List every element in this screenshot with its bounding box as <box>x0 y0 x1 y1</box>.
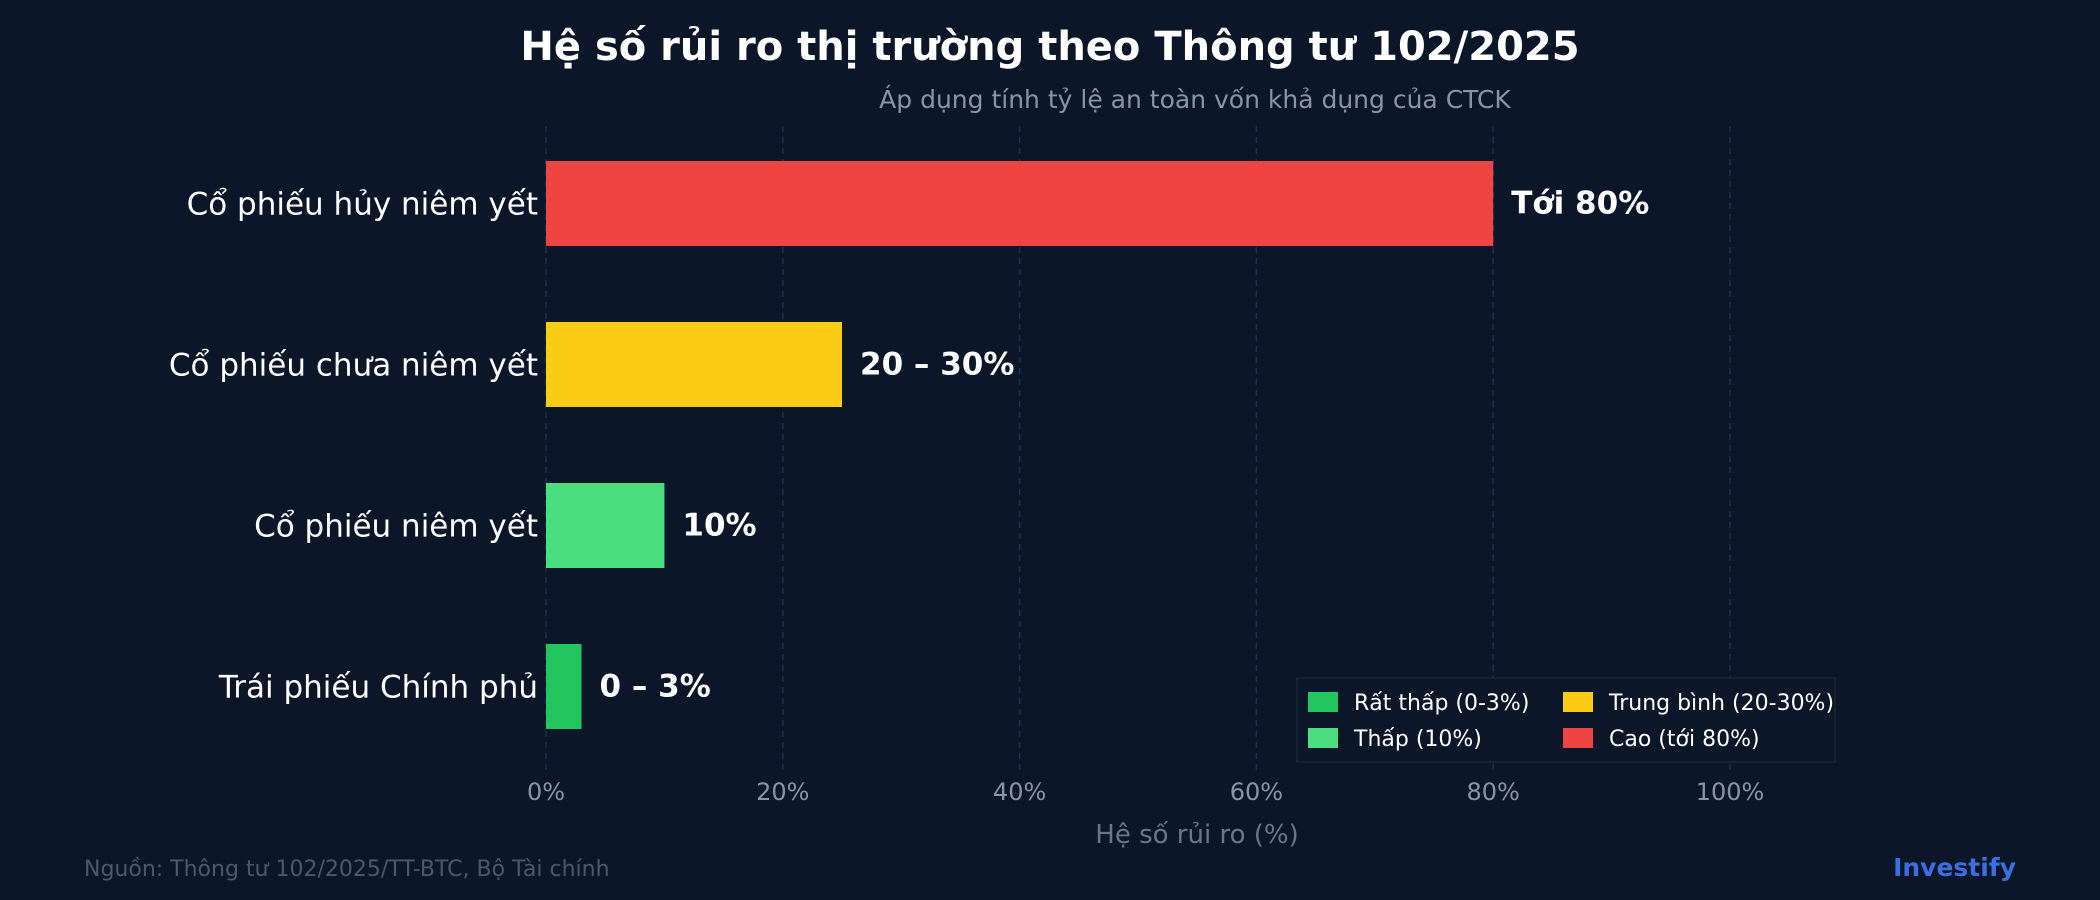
bar <box>546 483 665 568</box>
x-axis-ticks: 0% 20% 40% 60% 80% 100% <box>527 778 1764 806</box>
legend-item: Cao (tới 80%) <box>1563 727 1760 752</box>
legend: Rất thấp (0-3%) Thấp (10%) Trung bình (20-… <box>1296 677 1836 763</box>
category-label: Cổ phiếu chưa niêm yết <box>169 348 538 384</box>
value-label: 20 – 30% <box>860 347 1014 383</box>
legend-swatch <box>1563 692 1593 712</box>
legend-swatch <box>1308 728 1338 748</box>
legend-item: Rất thấp (0-3%) <box>1308 691 1529 716</box>
legend-item: Trung bình (20-30%) <box>1563 691 1834 716</box>
brand-logo: Investify <box>1893 853 2016 882</box>
x-tick-label: 20% <box>756 778 809 806</box>
value-label: 10% <box>682 508 756 544</box>
bar <box>546 161 1494 246</box>
legend-swatch <box>1308 692 1338 712</box>
x-tick-label: 80% <box>1467 778 1520 806</box>
x-tick-label: 0% <box>527 778 565 806</box>
bar <box>546 644 582 729</box>
category-label: Cổ phiếu niêm yết <box>254 509 538 545</box>
value-labels: Tới 80% 20 – 30% 10% 0 – 3% <box>600 186 1650 705</box>
category-label: Trái phiếu Chính phủ <box>218 670 538 706</box>
category-labels: Cổ phiếu hủy niêm yết Cổ phiếu chưa niêm … <box>169 187 538 706</box>
chart-title: Hệ số rủi ro thị trường theo Thông tư 10… <box>520 24 1579 70</box>
bar <box>546 322 842 407</box>
source-note: Nguồn: Thông tư 102/2025/TT-BTC, Bộ Tài … <box>84 857 610 882</box>
x-axis-label: Hệ số rủi ro (%) <box>1095 820 1298 850</box>
bars <box>546 161 1494 729</box>
legend-swatch <box>1563 728 1593 748</box>
legend-item: Thấp (10%) <box>1308 727 1482 752</box>
legend-label: Cao (tới 80%) <box>1609 727 1760 752</box>
legend-label: Thấp (10%) <box>1353 727 1482 752</box>
x-tick-label: 40% <box>993 778 1046 806</box>
legend-label: Rất thấp (0-3%) <box>1354 691 1529 716</box>
value-label: 0 – 3% <box>600 669 711 705</box>
x-tick-label: 60% <box>1230 778 1283 806</box>
legend-label: Trung bình (20-30%) <box>1608 691 1834 716</box>
x-tick-label: 100% <box>1696 778 1765 806</box>
chart-subtitle: Áp dụng tính tỷ lệ an toàn vốn khả dụng … <box>879 85 1511 114</box>
value-label: Tới 80% <box>1511 186 1649 222</box>
category-label: Cổ phiếu hủy niêm yết <box>187 187 538 223</box>
grid-lines <box>545 126 1731 770</box>
